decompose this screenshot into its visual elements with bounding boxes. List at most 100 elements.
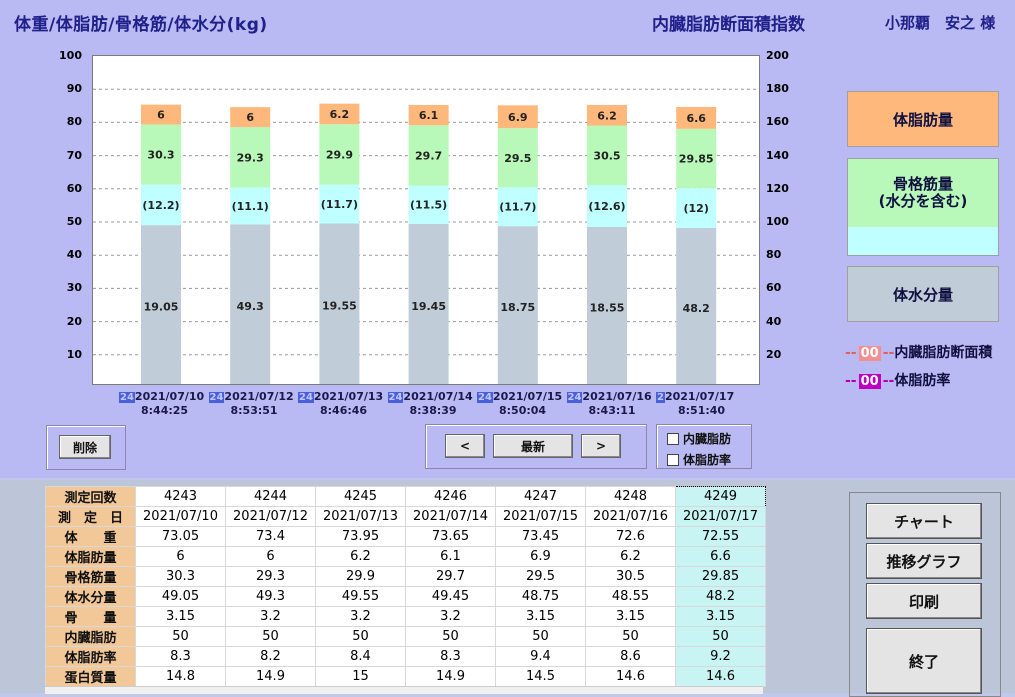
table-cell[interactable]: 6.1 [405,546,496,567]
table-cell[interactable]: 29.9 [315,566,406,587]
bar-muscle [141,124,181,185]
fatrate-checkbox[interactable]: 体脂肪率 [667,451,731,468]
table-cell[interactable]: 73.05 [135,526,226,547]
bar-muscle-water [141,184,181,226]
table-cell[interactable]: 73.45 [495,526,586,547]
table-cell[interactable]: 6.2 [315,546,406,567]
table-cell[interactable]: 6 [225,546,316,567]
table-cell[interactable]: 3.2 [225,606,316,627]
table-cell[interactable]: 2021/07/17 [675,506,766,527]
table-cell[interactable]: 2021/07/13 [315,506,406,527]
table-cell[interactable]: 3.2 [315,606,406,627]
table-cell[interactable]: 14.9 [405,666,496,687]
table-cell[interactable]: 49.05 [135,586,226,607]
next-button[interactable]: > [581,434,621,458]
table-cell[interactable]: 30.5 [585,566,676,587]
table-cell[interactable]: 3.15 [585,606,676,627]
table-cell[interactable]: 8.2 [225,646,316,667]
legend-fat: 体脂肪量 [847,91,999,147]
table-cell[interactable]: 3.15 [675,606,766,627]
table-cell[interactable]: 29.3 [225,566,316,587]
table-cell[interactable]: 4245 [315,486,406,507]
table-cell[interactable]: 50 [225,626,316,647]
bar-muscle-water [230,187,271,225]
table-cell[interactable]: 14.8 [135,666,226,687]
table-cell[interactable]: 49.3 [225,586,316,607]
row-header: 体脂肪率 [45,646,136,667]
visceral-checkbox-box[interactable] [667,432,679,445]
table-cell[interactable]: 50 [585,626,676,647]
table-cell[interactable]: 73.4 [225,526,316,547]
table-cell[interactable]: 8.6 [585,646,676,667]
table-cell[interactable]: 30.3 [135,566,226,587]
table-cell[interactable]: 29.5 [495,566,586,587]
table-cell[interactable]: 8.3 [405,646,496,667]
table-cell[interactable]: 2021/07/16 [585,506,676,527]
exit-button[interactable]: 終了 [866,628,982,694]
bar-muscle [587,125,627,185]
table-cell[interactable]: 4243 [135,486,226,507]
visceral-checkbox[interactable]: 内臓脂肪 [667,430,731,447]
table-cell[interactable]: 6 [135,546,226,567]
table-cell[interactable]: 4247 [495,486,586,507]
print-button[interactable]: 印刷 [866,583,982,619]
table-cell[interactable]: 3.2 [405,606,496,627]
table-cell[interactable]: 6.9 [495,546,586,567]
table-cell[interactable]: 8.3 [135,646,226,667]
table-cell[interactable]: 14.9 [225,666,316,687]
table-cell[interactable]: 50 [675,626,766,647]
table-cell[interactable]: 48.2 [675,586,766,607]
table-cell[interactable]: 3.15 [135,606,226,627]
bar-water-label: 19.05 [144,301,179,314]
table-cell[interactable]: 73.95 [315,526,406,547]
table-cell[interactable]: 29.85 [675,566,766,587]
table-cell[interactable]: 50 [405,626,496,647]
table-cell[interactable]: 14.5 [495,666,586,687]
table-cell[interactable]: 9.4 [495,646,586,667]
table-cell[interactable]: 48.55 [585,586,676,607]
row-header: 測定回数 [45,486,136,507]
y-left-tick-label: 10 [66,347,82,361]
table-cell[interactable]: 14.6 [585,666,676,687]
table-cell[interactable]: 29.7 [405,566,496,587]
table-cell[interactable]: 2021/07/15 [495,506,586,527]
bar-fat-label: 6.2 [330,108,350,121]
y-left-tick-label: 100 [59,49,82,62]
table-cell[interactable]: 15 [315,666,406,687]
latest-button[interactable]: 最新 [493,434,573,458]
table-cell[interactable]: 6.2 [585,546,676,567]
table-cell[interactable]: 2021/07/12 [225,506,316,527]
table-cell[interactable]: 4244 [225,486,316,507]
table-cell[interactable]: 50 [495,626,586,647]
table-cell[interactable]: 8.4 [315,646,406,667]
table-cell[interactable]: 49.55 [315,586,406,607]
prev-button[interactable]: < [445,434,485,458]
fatrate-checkbox-box[interactable] [667,453,679,466]
table-cell[interactable]: 49.45 [405,586,496,607]
trend-graph-button[interactable]: 推移グラフ [866,543,982,579]
table-cell[interactable]: 48.75 [495,586,586,607]
table-cell[interactable]: 2021/07/10 [135,506,226,527]
table-cell[interactable]: 14.6 [675,666,766,687]
table-cell[interactable]: 4248 [585,486,676,507]
table-cell[interactable]: 72.6 [585,526,676,547]
bar-muscle-label: 29.5 [504,152,531,165]
y-right-tick-label: 40 [766,314,782,328]
table-cell[interactable]: 73.65 [405,526,496,547]
bar-fat-label: 6 [157,109,165,122]
bar-muscle [230,127,271,188]
table-cell[interactable]: 4246 [405,486,496,507]
table-cell[interactable]: 6.6 [675,546,766,567]
table-cell[interactable]: 72.55 [675,526,766,547]
table-horizontal-scrollbar[interactable] [45,686,763,694]
bar-muscle-water-label: (11.7) [499,201,536,214]
table-cell[interactable]: 2021/07/14 [405,506,496,527]
x-tick-time: 8:44:25 [141,404,189,417]
chart-button[interactable]: チャート [866,503,982,539]
table-cell[interactable]: 3.15 [495,606,586,627]
table-cell[interactable]: 4249 [675,486,766,507]
table-cell[interactable]: 50 [315,626,406,647]
table-cell[interactable]: 50 [135,626,226,647]
delete-button[interactable]: 削除 [59,435,111,459]
table-cell[interactable]: 9.2 [675,646,766,667]
